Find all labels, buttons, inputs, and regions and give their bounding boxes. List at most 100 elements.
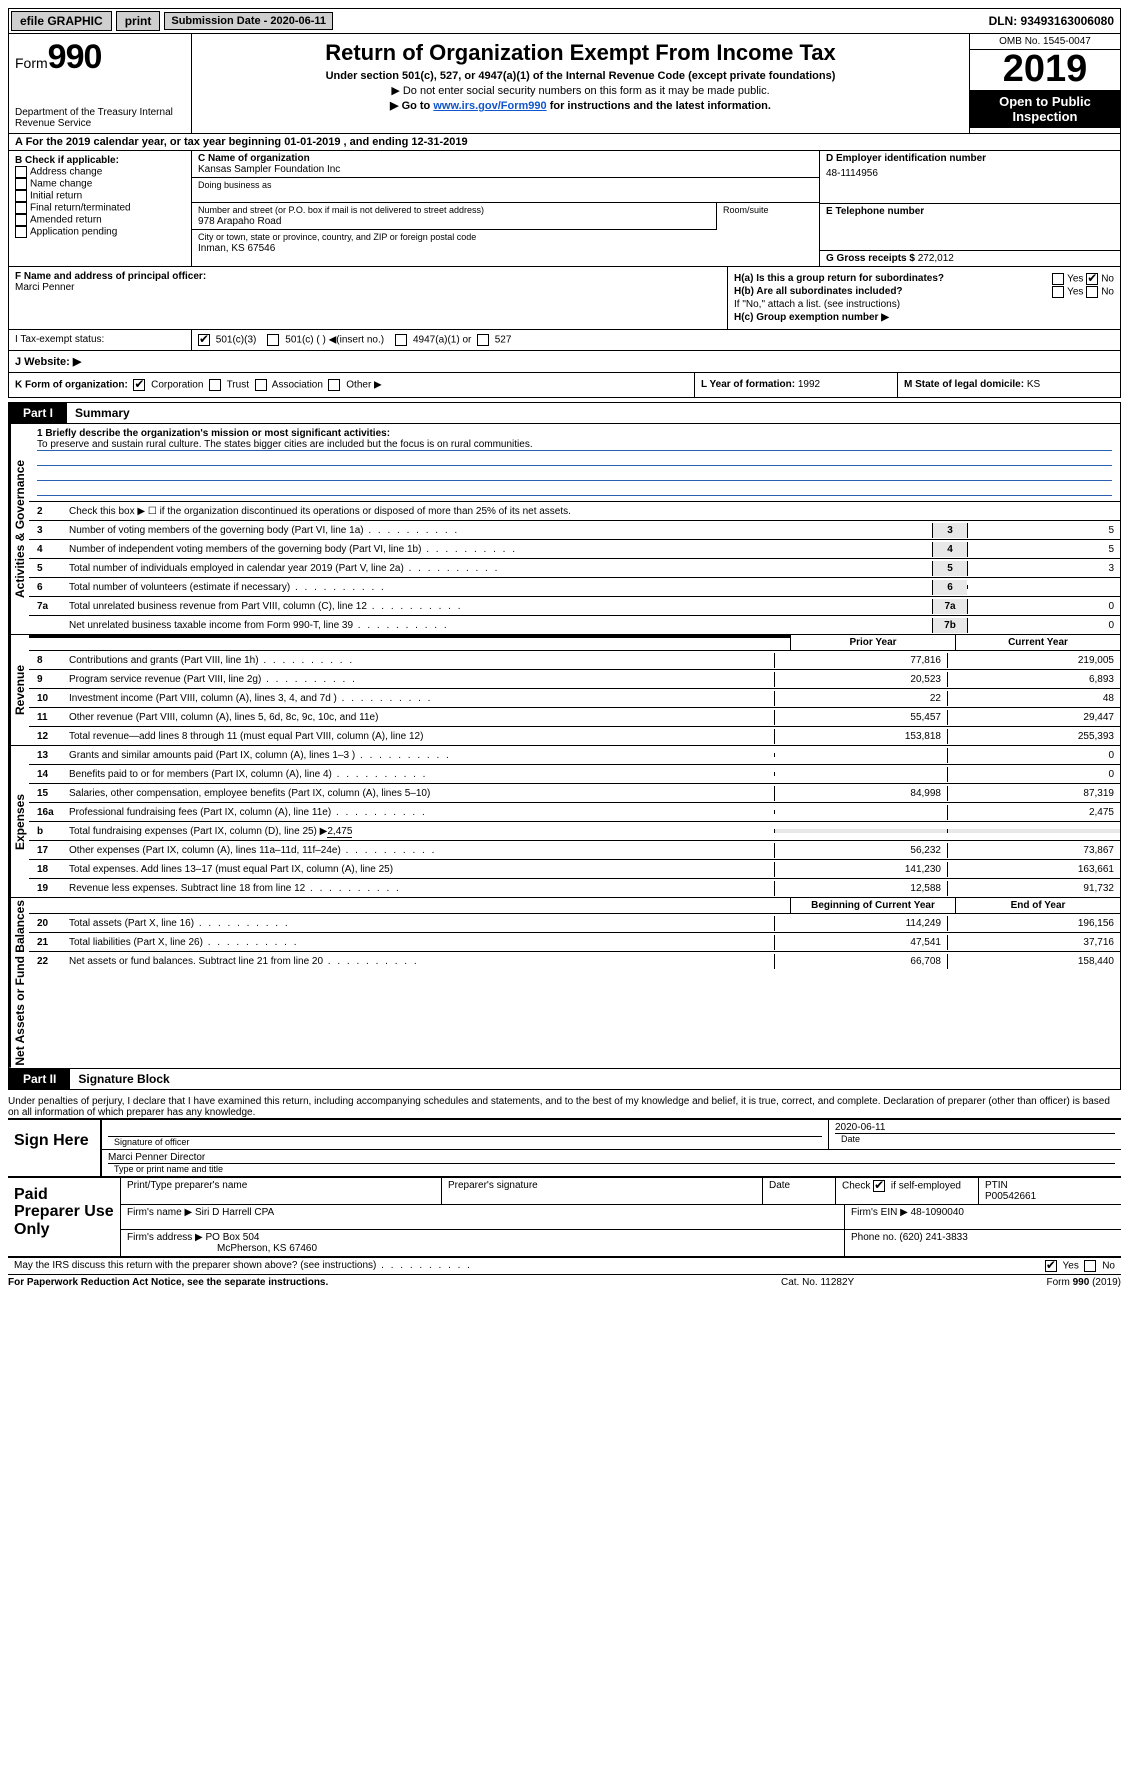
year-formation: 1992 [798, 379, 820, 390]
officer-label: F Name and address of principal officer: [15, 271, 206, 282]
submission-date: Submission Date - 2020-06-11 [164, 12, 333, 30]
line-16b: Total fundraising expenses (Part IX, col… [65, 824, 774, 839]
line-14: Benefits paid to or for members (Part IX… [65, 767, 774, 782]
governance-block: Activities & Governance 1 Briefly descri… [8, 424, 1121, 635]
line-21: Total liabilities (Part X, line 26) [65, 935, 774, 950]
tax-status-label: I Tax-exempt status: [9, 330, 192, 350]
line-6: Total number of volunteers (estimate if … [65, 580, 932, 595]
chk-trust[interactable] [209, 379, 221, 391]
chk-other[interactable] [328, 379, 340, 391]
firm-ein: 48-1090040 [911, 1207, 964, 1218]
open-inspection: Open to PublicInspection [970, 90, 1120, 128]
line-4: Number of independent voting members of … [65, 542, 932, 557]
chk-4947[interactable] [395, 334, 407, 346]
chk-amended-return[interactable]: Amended return [15, 214, 185, 226]
line-18: Total expenses. Add lines 13–17 (must eq… [65, 862, 774, 877]
street-address: 978 Arapaho Road [198, 216, 281, 227]
website-row: J Website: ▶ [8, 351, 1121, 373]
line-15: Salaries, other compensation, employee b… [65, 786, 774, 801]
line-12: Total revenue—add lines 8 through 11 (mu… [65, 729, 774, 744]
chk-final-return[interactable]: Final return/terminated [15, 202, 185, 214]
state-domicile: KS [1027, 379, 1040, 390]
print-button[interactable]: print [116, 11, 161, 31]
gross-receipts-label: G Gross receipts $ [826, 253, 915, 264]
box-b-label: B Check if applicable: [15, 155, 185, 166]
header-sub1: Under section 501(c), 527, or 4947(a)(1)… [202, 70, 959, 82]
form-header: Form990 Department of the Treasury Inter… [8, 34, 1121, 134]
form-number: Form990 [15, 38, 185, 77]
governance-sidebar: Activities & Governance [9, 424, 29, 634]
line-22: Net assets or fund balances. Subtract li… [65, 954, 774, 969]
line-7a: Total unrelated business revenue from Pa… [65, 599, 932, 614]
chk-self-employed[interactable] [873, 1180, 885, 1192]
expenses-block: Expenses 13Grants and similar amounts pa… [8, 746, 1121, 898]
form-title: Return of Organization Exempt From Incom… [202, 40, 959, 66]
firm-address-2: McPherson, KS 67460 [217, 1243, 317, 1254]
header-sub3: ▶ Go to www.irs.gov/Form990 for instruct… [202, 99, 959, 112]
h-a-line: H(a) Is this a group return for subordin… [734, 273, 1114, 284]
revenue-sidebar: Revenue [9, 635, 29, 745]
line-10: Investment income (Part VIII, column (A)… [65, 691, 774, 706]
chk-application-pending[interactable]: Application pending [15, 226, 185, 238]
tax-status-row: I Tax-exempt status: 501(c)(3) 501(c) ( … [8, 330, 1121, 351]
hb-yes-checkbox[interactable] [1052, 286, 1064, 298]
line-16a: Professional fundraising fees (Part IX, … [65, 805, 774, 820]
page-footer: For Paperwork Reduction Act Notice, see … [8, 1275, 1121, 1290]
ha-yes-checkbox[interactable] [1052, 273, 1064, 285]
chk-527[interactable] [477, 334, 489, 346]
line-3: Number of voting members of the governin… [65, 523, 932, 538]
chk-501c[interactable] [267, 334, 279, 346]
discuss-row: May the IRS discuss this return with the… [8, 1258, 1121, 1275]
org-name: Kansas Sampler Foundation Inc [198, 164, 340, 175]
net-assets-sidebar: Net Assets or Fund Balances [9, 898, 29, 1068]
chk-corporation[interactable] [133, 379, 145, 391]
h-b-line: H(b) Are all subordinates included? Yes … [734, 286, 1114, 297]
line-11: Other revenue (Part VIII, column (A), li… [65, 710, 774, 725]
instructions-link[interactable]: www.irs.gov/Form990 [433, 100, 546, 112]
chk-501c3[interactable] [198, 334, 210, 346]
identification-section: B Check if applicable: Address change Na… [8, 151, 1121, 267]
city-label: City or town, state or province, country… [198, 232, 476, 242]
chk-name-change[interactable]: Name change [15, 178, 185, 190]
firm-name: Siri D Harrell CPA [195, 1207, 274, 1218]
perjury-statement: Under penalties of perjury, I declare th… [8, 1096, 1121, 1118]
line-8: Contributions and grants (Part VIII, lin… [65, 653, 774, 668]
mission-question: 1 Briefly describe the organization's mi… [37, 428, 1112, 439]
discuss-yes-checkbox[interactable] [1045, 1260, 1057, 1272]
hb-no-checkbox[interactable] [1086, 286, 1098, 298]
officer-printed-name: Marci Penner Director [108, 1152, 1115, 1163]
discuss-no-checkbox[interactable] [1084, 1260, 1096, 1272]
part1-header: Part I Summary [8, 402, 1121, 424]
room-label: Room/suite [723, 205, 769, 215]
line-17: Other expenses (Part IX, column (A), lin… [65, 843, 774, 858]
klm-row: K Form of organization: Corporation Trus… [8, 373, 1121, 398]
dba-label: Doing business as [198, 180, 272, 190]
line-9: Program service revenue (Part VIII, line… [65, 672, 774, 687]
efile-label: efile GRAPHIC [11, 11, 112, 31]
ein-label: D Employer identification number [826, 153, 1114, 164]
sign-here-block: Sign Here Signature of officer 2020-06-1… [8, 1118, 1121, 1177]
line-7b: Net unrelated business taxable income fr… [65, 618, 932, 633]
chk-initial-return[interactable]: Initial return [15, 190, 185, 202]
city-state-zip: Inman, KS 67546 [198, 243, 275, 254]
chk-association[interactable] [255, 379, 267, 391]
gross-receipts-value: 272,012 [918, 253, 954, 264]
h-c-line: H(c) Group exemption number ▶ [734, 312, 1114, 323]
sign-date: 2020-06-11 [835, 1122, 1115, 1133]
ha-no-checkbox[interactable] [1086, 273, 1098, 285]
chk-address-change[interactable]: Address change [15, 166, 185, 178]
revenue-block: Revenue Prior YearCurrent Year 8Contribu… [8, 635, 1121, 746]
ein-value: 48-1114956 [826, 164, 1114, 179]
paid-preparer-block: Paid Preparer Use Only Print/Type prepar… [8, 1177, 1121, 1258]
line-5: Total number of individuals employed in … [65, 561, 932, 576]
tax-year: 2019 [970, 50, 1120, 90]
line-20: Total assets (Part X, line 16) [65, 916, 774, 931]
h-note: If "No," attach a list. (see instruction… [734, 299, 1114, 310]
expenses-sidebar: Expenses [9, 746, 29, 897]
top-bar: efile GRAPHIC print Submission Date - 20… [8, 8, 1121, 34]
org-name-label: C Name of organization [198, 153, 813, 164]
header-sub2: ▶ Do not enter social security numbers o… [202, 84, 959, 97]
dept-label: Department of the Treasury Internal Reve… [15, 107, 185, 129]
part2-header: Part II Signature Block [8, 1069, 1121, 1090]
line-2: Check this box ▶ ☐ if the organization d… [65, 504, 1120, 519]
